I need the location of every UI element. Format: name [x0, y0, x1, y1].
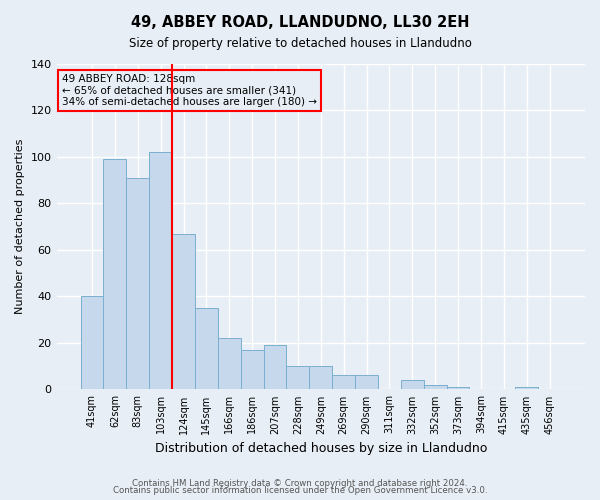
Bar: [355, 376, 378, 390]
Bar: [149, 152, 172, 390]
Bar: [310, 366, 332, 390]
Bar: [401, 380, 424, 390]
Bar: [127, 178, 149, 390]
Bar: [286, 366, 310, 390]
Text: 49 ABBEY ROAD: 128sqm
← 65% of detached houses are smaller (341)
34% of semi-det: 49 ABBEY ROAD: 128sqm ← 65% of detached …: [62, 74, 317, 107]
Bar: [218, 338, 241, 390]
Bar: [263, 346, 286, 390]
Bar: [195, 308, 218, 390]
Bar: [332, 376, 355, 390]
Text: Contains HM Land Registry data © Crown copyright and database right 2024.: Contains HM Land Registry data © Crown c…: [132, 478, 468, 488]
Bar: [80, 296, 103, 390]
Y-axis label: Number of detached properties: Number of detached properties: [15, 139, 25, 314]
X-axis label: Distribution of detached houses by size in Llandudno: Distribution of detached houses by size …: [155, 442, 487, 455]
Bar: [241, 350, 263, 390]
Bar: [424, 385, 446, 390]
Bar: [172, 234, 195, 390]
Bar: [103, 160, 127, 390]
Text: 49, ABBEY ROAD, LLANDUDNO, LL30 2EH: 49, ABBEY ROAD, LLANDUDNO, LL30 2EH: [131, 15, 469, 30]
Text: Size of property relative to detached houses in Llandudno: Size of property relative to detached ho…: [128, 38, 472, 51]
Bar: [446, 387, 469, 390]
Bar: [515, 387, 538, 390]
Text: Contains public sector information licensed under the Open Government Licence v3: Contains public sector information licen…: [113, 486, 487, 495]
